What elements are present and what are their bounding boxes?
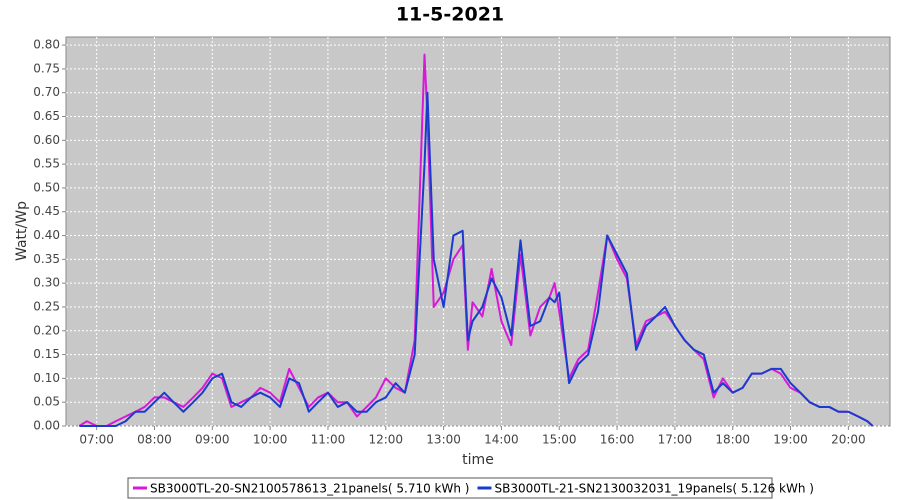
series-line xyxy=(79,91,874,427)
x-tick-label: 13:00 xyxy=(426,433,461,447)
x-tick-label: 12:00 xyxy=(368,433,403,447)
x-tick-label: 18:00 xyxy=(715,433,750,447)
x-tick-label: 17:00 xyxy=(658,433,693,447)
y-tick-label: 0.30 xyxy=(33,276,60,290)
y-tick-label: 0.60 xyxy=(33,133,60,147)
y-tick-label: 0.80 xyxy=(33,38,60,52)
legend-label: SB3000TL-21-SN2130032031_19panels( 5.126… xyxy=(494,482,813,496)
y-tick-label: 0.35 xyxy=(33,252,60,266)
plot-area xyxy=(65,36,891,427)
x-tick-label: 15:00 xyxy=(542,433,577,447)
x-tick-label: 08:00 xyxy=(137,433,172,447)
y-tick-label: 0.10 xyxy=(33,371,60,385)
x-axis-label: time xyxy=(462,452,494,468)
y-tick-label: 0.50 xyxy=(33,180,60,194)
y-tick-label: 0.70 xyxy=(33,85,60,99)
x-tick-label: 16:00 xyxy=(600,433,635,447)
x-tick-label: 10:00 xyxy=(253,433,288,447)
y-tick-label: 0.20 xyxy=(33,323,60,337)
legend-box xyxy=(127,477,773,499)
y-axis-label: Watt/Wp xyxy=(14,201,30,261)
x-tick-label: 14:00 xyxy=(484,433,519,447)
y-tick-label: 0.40 xyxy=(33,228,60,242)
y-tick-label: 0.05 xyxy=(33,395,60,409)
y-tick-label: 0.00 xyxy=(33,419,60,433)
x-tick-label: 07:00 xyxy=(79,433,114,447)
y-tick-label: 0.55 xyxy=(33,157,60,171)
y-tick-label: 0.65 xyxy=(33,109,60,123)
chart-title: 11-5-2021 xyxy=(396,4,504,26)
x-tick-label: 20:00 xyxy=(831,433,866,447)
y-tick-label: 0.45 xyxy=(33,204,60,218)
x-tick-label: 19:00 xyxy=(773,433,808,447)
y-tick-label: 0.75 xyxy=(33,61,60,75)
y-tick-label: 0.25 xyxy=(33,299,60,313)
y-tick-label: 0.15 xyxy=(33,347,60,361)
x-tick-label: 11:00 xyxy=(311,433,346,447)
legend-label: SB3000TL-20-SN2100578613_21panels( 5.710… xyxy=(150,482,469,496)
x-tick-label: 09:00 xyxy=(195,433,230,447)
